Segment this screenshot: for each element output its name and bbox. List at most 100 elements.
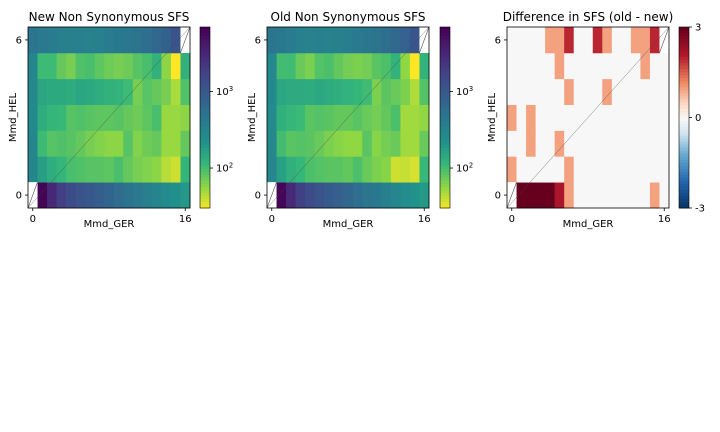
heatmap-cell	[142, 27, 153, 54]
heatmap-cell	[630, 156, 641, 183]
heatmap-cell	[343, 78, 354, 105]
heatmap-cell	[507, 52, 517, 80]
colorbar-segment	[440, 156, 450, 161]
colorbar-segment	[440, 189, 450, 194]
heatmap-cell	[286, 156, 296, 183]
heatmap-cell	[113, 130, 124, 157]
heatmap-cell	[507, 130, 517, 157]
heatmap-cell	[649, 78, 660, 105]
colorbar-segment	[200, 126, 210, 131]
heatmap-cell	[564, 182, 575, 209]
x-tick-label: 0	[269, 214, 275, 225]
colorbar-segment	[200, 30, 210, 34]
colorbar-segment	[200, 96, 210, 100]
heatmap-cell	[28, 52, 38, 80]
colorbar-segment	[679, 198, 689, 203]
colorbar-segment	[679, 63, 689, 67]
heatmap-cell	[276, 156, 287, 183]
heatmap-cell	[333, 156, 344, 183]
heatmap-cell	[419, 130, 430, 157]
heatmap-cell	[649, 156, 660, 183]
heatmap-cell	[352, 182, 363, 209]
colorbar-segment	[440, 144, 450, 149]
colorbar-segment	[200, 129, 210, 134]
heatmap-cell	[305, 52, 316, 80]
colorbar-segment	[679, 78, 689, 82]
colorbar-segment	[200, 144, 210, 149]
colorbar-segment	[200, 33, 210, 37]
masked-cell-slash	[180, 26, 191, 53]
colorbar-segment	[440, 141, 450, 146]
colorbar-segment	[200, 27, 210, 31]
colorbar: -3 0 3	[678, 23, 705, 215]
colorbar-segment	[200, 45, 210, 49]
colorbar-segment	[440, 168, 450, 173]
x-axis-label: Mmd_GER	[323, 219, 374, 230]
heatmap-cell	[381, 156, 392, 183]
diagonal-line	[27, 26, 191, 209]
colorbar-segment	[679, 48, 689, 52]
heatmap-cell	[295, 104, 306, 131]
heatmap-cell	[47, 182, 57, 209]
heatmap-cell	[66, 130, 77, 157]
heatmap-cell	[123, 27, 134, 54]
heatmap-cell	[390, 27, 401, 54]
heatmap-cell	[409, 104, 420, 131]
heatmap-cell	[535, 104, 546, 131]
heatmap-cell	[161, 78, 172, 105]
heatmap-cell	[621, 78, 632, 105]
heatmap-cell	[56, 156, 67, 183]
colorbar-segment	[679, 147, 689, 152]
colorbar-tick-label: -3	[695, 204, 705, 215]
colorbar-segment	[200, 204, 210, 209]
heatmap-cell	[573, 78, 584, 105]
heatmap-cell	[516, 104, 527, 131]
heatmap-cell	[516, 27, 527, 54]
heatmap-cell	[592, 156, 603, 183]
heatmap-cell	[37, 182, 48, 209]
heatmap-cell	[516, 130, 527, 157]
heatmap-cell	[352, 52, 363, 80]
masked-cell-slash	[659, 26, 670, 53]
heatmap-cell	[305, 27, 316, 54]
colorbar-segment	[440, 186, 450, 191]
x-tick-label: 16	[179, 214, 192, 225]
colorbar-segment	[440, 93, 450, 97]
heatmap-cell	[85, 182, 96, 209]
heatmap-cell	[151, 156, 162, 183]
heatmap-cell	[75, 130, 86, 157]
colorbar-segment	[440, 72, 450, 76]
heatmap-cell	[409, 156, 420, 183]
heatmap-cell	[47, 78, 57, 105]
colorbar-segment	[200, 156, 210, 161]
heatmap-cell	[94, 78, 105, 105]
heatmap-cell	[516, 78, 527, 105]
heatmap-cell	[94, 182, 105, 209]
colorbar-segment	[679, 111, 689, 115]
heatmap-cell	[362, 104, 373, 131]
colorbar-segment	[440, 159, 450, 164]
heatmap-cell	[564, 156, 575, 183]
colorbar-segment	[679, 141, 689, 146]
x-tick-label: 0	[30, 214, 36, 225]
heatmap-cell	[352, 156, 363, 183]
heatmap-cell	[535, 130, 546, 157]
colorbar-segment	[200, 108, 210, 112]
heatmap-cell	[28, 156, 38, 183]
heatmap-cell	[362, 130, 373, 157]
heatmap-cell	[390, 78, 401, 105]
colorbar-segment	[200, 132, 210, 137]
heatmap-cell	[314, 78, 325, 105]
colorbar-segment	[679, 72, 689, 76]
x-tick-label: 16	[418, 214, 431, 225]
colorbar-segment	[200, 147, 210, 152]
heatmap-cell	[286, 52, 296, 80]
heatmap-cell	[132, 156, 143, 183]
heatmap-cell	[362, 52, 373, 80]
colorbar-segment	[679, 84, 689, 88]
heatmap-cell	[602, 27, 613, 54]
colorbar-segment	[200, 186, 210, 191]
heatmap-cell	[545, 78, 556, 105]
heatmap-cell	[314, 182, 325, 209]
